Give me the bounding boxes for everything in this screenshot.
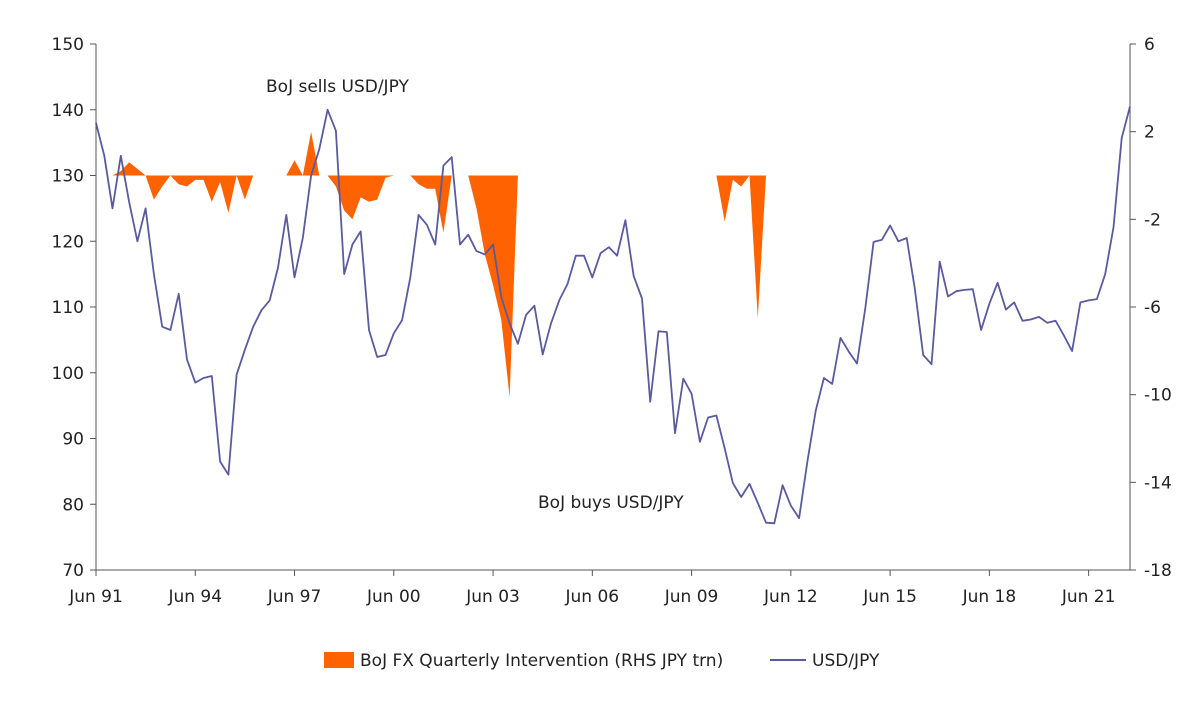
- left-tick-label: 70: [62, 561, 84, 581]
- plot-area: [95, 106, 1131, 525]
- annotation-buys: BoJ buys USD/JPY: [538, 493, 684, 513]
- x-tick-label: Jun 09: [664, 587, 719, 607]
- left-tick-label: 140: [52, 101, 84, 121]
- x-tick-label: Jun 00: [366, 587, 421, 607]
- usdjpy-line: [95, 106, 1131, 525]
- x-tick-label: Jun 03: [465, 587, 520, 607]
- legend-label-intervention: BoJ FX Quarterly Intervention (RHS JPY t…: [360, 651, 723, 671]
- legend-label-usdjpy: USD/JPY: [812, 651, 880, 671]
- x-tick-label: Jun 21: [1061, 587, 1116, 607]
- left-tick-label: 130: [52, 167, 84, 187]
- x-tick-label: Jun 97: [267, 587, 322, 607]
- x-tick-label: Jun 06: [565, 587, 620, 607]
- x-tick-label: Jun 18: [962, 587, 1017, 607]
- left-tick-label: 110: [52, 298, 84, 318]
- legend: BoJ FX Quarterly Intervention (RHS JPY t…: [324, 651, 880, 671]
- right-tick-label: -6: [1144, 298, 1161, 318]
- intervention-area: [96, 131, 775, 397]
- right-tick-label: 2: [1144, 123, 1155, 143]
- x-tick-label: Jun 91: [68, 587, 123, 607]
- axes: 150 140 130 120 110 100 90 80 70 6 2 -2 -6 -10 -14 -18 J…: [52, 35, 1172, 607]
- right-tick-label: 6: [1144, 35, 1155, 55]
- x-tick-label: Jun 15: [862, 587, 917, 607]
- annotation-sells: BoJ sells USD/JPY: [266, 77, 409, 97]
- right-tick-label: -14: [1144, 473, 1172, 493]
- left-tick-label: 80: [62, 495, 84, 515]
- left-tick-label: 150: [52, 35, 84, 55]
- left-tick-label: 100: [52, 364, 84, 384]
- legend-swatch-intervention: [324, 652, 354, 668]
- right-tick-label: -10: [1144, 386, 1172, 406]
- left-tick-label: 90: [62, 430, 84, 450]
- right-tick-label: -18: [1144, 561, 1172, 581]
- left-tick-label: 120: [52, 232, 84, 252]
- right-tick-label: -2: [1144, 210, 1161, 230]
- x-tick-label: Jun 94: [167, 587, 222, 607]
- annotations: BoJ sells USD/JPY BoJ buys USD/JPY: [266, 77, 684, 513]
- x-tick-label: Jun 12: [763, 587, 818, 607]
